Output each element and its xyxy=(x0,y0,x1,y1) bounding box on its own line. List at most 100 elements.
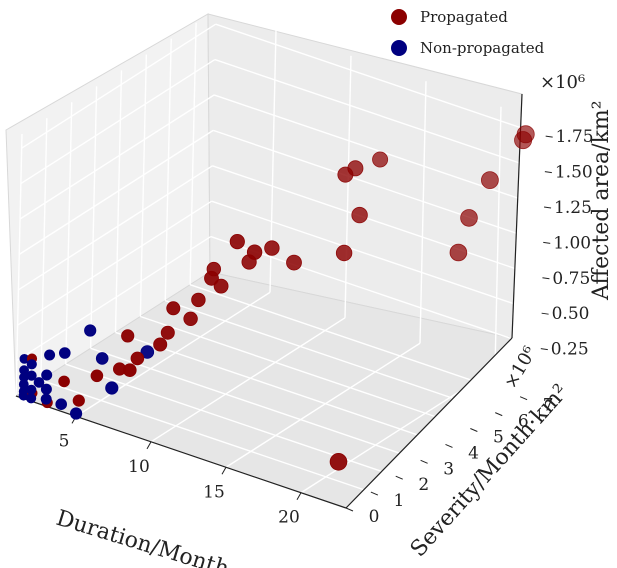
y-tick-label: 1 xyxy=(393,491,404,511)
data-point-non-propagated xyxy=(84,324,97,337)
data-point-non-propagated xyxy=(26,370,37,381)
grid-z-left xyxy=(17,200,212,326)
grid-y-floor xyxy=(115,331,446,446)
y-multiplier: ×10⁶ xyxy=(500,343,541,393)
data-point-propagated xyxy=(121,329,135,343)
data-point-non-propagated xyxy=(59,347,71,359)
grid-y-wall xyxy=(189,22,197,285)
x-tick-label: 20 xyxy=(278,508,300,528)
z-tick-label: 1.25 xyxy=(554,198,592,218)
data-point-propagated xyxy=(246,244,263,260)
z-tick-label: 0.50 xyxy=(552,304,590,324)
data-point-non-propagated xyxy=(33,377,45,388)
grid-x-wall xyxy=(494,106,502,369)
data-point-propagated xyxy=(90,369,104,383)
z-tick-mark xyxy=(541,312,549,315)
grid-y-floor xyxy=(189,284,521,398)
grid-z-left xyxy=(19,94,215,220)
z-tick-mark xyxy=(544,171,552,174)
legend-label-non-propagated: Non-propagated xyxy=(420,39,545,57)
data-point-propagated xyxy=(204,270,219,286)
data-point-propagated xyxy=(130,351,145,366)
data-point-non-propagated xyxy=(19,365,30,376)
data-point-propagated xyxy=(229,234,245,250)
grid-y-wall xyxy=(15,133,23,397)
y-tick-label: 5 xyxy=(493,428,504,448)
grid-z-right xyxy=(212,165,543,279)
grid-x-floor xyxy=(225,342,421,468)
y-tick-mark xyxy=(470,428,478,432)
legend-marker-non-propagated xyxy=(391,40,407,56)
data-point-propagated xyxy=(264,240,280,256)
grid-y-floor xyxy=(165,299,496,414)
z-tick-label: 1.00 xyxy=(553,233,591,253)
grid-z-right xyxy=(211,200,542,314)
x-axis-label: Duration/Month xyxy=(53,506,232,568)
z-tick-label: 0.75 xyxy=(552,269,590,289)
data-point-non-propagated xyxy=(95,352,109,365)
grid-z-left xyxy=(20,58,216,185)
data-point-propagated xyxy=(72,394,85,407)
data-point-propagated xyxy=(335,244,353,262)
grid-y-wall xyxy=(164,38,172,301)
y-tick-mark xyxy=(395,475,403,480)
z-tick-mark xyxy=(543,206,552,209)
data-point-non-propagated xyxy=(105,381,119,395)
grid-y-floor xyxy=(90,347,421,461)
data-point-propagated xyxy=(213,278,229,294)
y-tick-mark xyxy=(345,507,354,512)
grid-z-right xyxy=(215,23,546,137)
grid-y-wall xyxy=(65,102,73,365)
z-tick-label: 1.50 xyxy=(555,163,593,183)
y-tick-label: 3 xyxy=(443,459,454,479)
y-axis-line xyxy=(345,337,513,509)
x-tick-mark xyxy=(296,492,302,500)
data-point-propagated xyxy=(183,311,198,327)
legend-marker-propagated xyxy=(391,9,407,25)
data-point-non-propagated xyxy=(140,345,155,359)
grid-x-wall xyxy=(419,81,427,344)
grid-z-right xyxy=(213,129,544,244)
data-point-non-propagated xyxy=(55,398,67,411)
data-point-propagated xyxy=(191,292,206,308)
data-point-propagated xyxy=(351,206,368,224)
grid-z-left xyxy=(18,129,214,255)
z-tick-mark xyxy=(543,241,551,244)
data-point-non-propagated xyxy=(40,383,52,395)
grid-y-floor xyxy=(140,315,471,430)
grid-z-right xyxy=(210,235,542,350)
data-point-propagated xyxy=(58,375,70,388)
data-point-propagated xyxy=(166,301,181,316)
legend-label-propagated: Propagated xyxy=(420,8,508,26)
gridlines xyxy=(15,22,546,509)
y-tick-label: 7 xyxy=(543,396,554,416)
grid-x-floor xyxy=(150,317,346,443)
data-point-propagated xyxy=(337,166,354,183)
x-tick-mark xyxy=(146,441,152,450)
z-tick-mark xyxy=(540,348,548,351)
data-point-propagated xyxy=(480,171,499,190)
y-tick-mark xyxy=(370,491,379,496)
z-tick-mark xyxy=(542,277,550,280)
grid-y-wall xyxy=(114,70,123,333)
data-point-non-propagated xyxy=(26,393,37,404)
z-tick-mark xyxy=(545,135,553,138)
x-tick-label: 10 xyxy=(128,457,150,477)
grid-y-floor xyxy=(40,379,372,493)
z-tick-label: 0.25 xyxy=(551,340,589,360)
data-point-propagated xyxy=(153,337,168,352)
y-tick-label: 0 xyxy=(369,507,380,527)
data-point-propagated xyxy=(329,452,348,471)
data-point-non-propagated xyxy=(40,393,52,405)
grid-x-floor xyxy=(75,291,271,417)
data-point-non-propagated xyxy=(26,359,37,370)
grid-y-wall xyxy=(139,54,148,317)
y-tick-mark xyxy=(519,396,528,401)
data-point-propagated xyxy=(160,325,175,340)
y-tick-label: 6 xyxy=(518,412,529,432)
data-point-propagated xyxy=(514,131,533,150)
x-tick-label: 15 xyxy=(203,482,225,502)
grid-x-floor xyxy=(300,368,496,494)
grid-z-left xyxy=(18,165,213,291)
